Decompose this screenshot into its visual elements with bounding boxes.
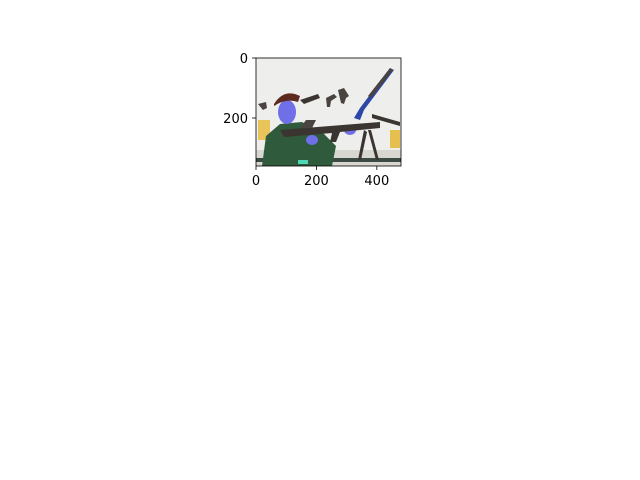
image-plot-area [256,58,401,166]
x-tick-label: 0 [252,174,260,189]
photo-yellow-object-right [390,130,400,148]
x-tick-label: 200 [304,174,329,189]
person-hand [306,135,318,145]
x-tick-label: 400 [364,174,389,189]
photo-teal-object [298,160,308,164]
y-axis: 0 200 [223,52,256,127]
y-tick-label: 200 [223,112,248,127]
person-face [278,100,296,124]
x-axis: 0 200 400 [252,166,389,189]
y-tick-label: 0 [240,52,248,67]
